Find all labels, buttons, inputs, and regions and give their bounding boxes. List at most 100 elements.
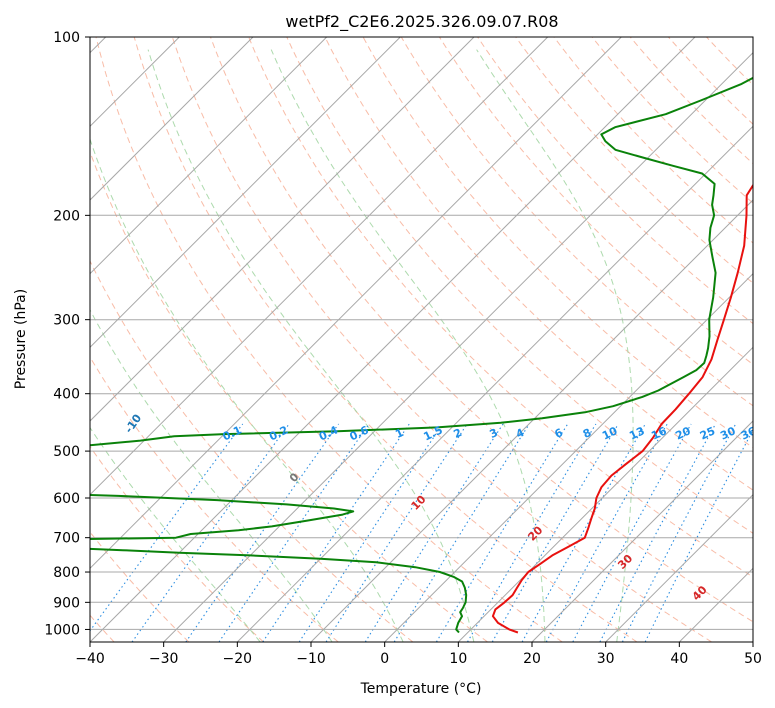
dewpoint-profile-line: [90, 76, 753, 634]
moist-adiabat-label: 40: [690, 583, 710, 603]
moist-adiabat-label: 20: [525, 523, 545, 543]
isotherm-line: [90, 37, 696, 642]
moist-adiabat-label: 10: [409, 492, 429, 512]
isotherm-line: [90, 37, 475, 422]
chart-title: wetPf2_C2E6.2025.326.09.07.R08: [285, 12, 558, 32]
y-tick-label: 900: [53, 595, 80, 611]
mixing-ratio-label: 20: [673, 424, 693, 442]
mixing-ratio-label: 2: [452, 426, 464, 441]
y-tick-label: 500: [53, 444, 80, 460]
isotherm-line: [90, 37, 254, 201]
isotherm-line: [236, 125, 753, 642]
isobars: [90, 37, 753, 630]
x-tick-label: 50: [744, 651, 762, 667]
mixing-ratio-label: 0.4: [317, 423, 340, 443]
dry-adiabat-line: [95, 37, 563, 642]
profiles: [90, 76, 753, 634]
mixing-ratio-line: [545, 423, 668, 642]
y-axis-ticks: 100 200 300 400 500 600 700 800 900 1000: [44, 30, 90, 638]
dry-adiabat-label: -10: [122, 412, 144, 436]
y-tick-label: 100: [53, 30, 80, 46]
mixing-ratio-label: 3: [488, 426, 500, 441]
x-tick-label: −10: [296, 651, 326, 667]
mixing-ratio-line: [298, 423, 444, 642]
mixing-ratio-label: 25: [698, 424, 717, 442]
dry-adiabat-line: [553, 37, 753, 244]
mixing-ratio-label: 0.2: [267, 423, 290, 443]
moist-adiabat-line: [476, 49, 634, 642]
mixing-ratio-line: [435, 423, 569, 642]
dry-adiabat-line: [133, 37, 638, 642]
x-tick-label: 20: [523, 651, 541, 667]
mixing-ratio-line: [325, 423, 468, 642]
isotherm-line: [90, 37, 401, 349]
dry-adiabat-line: [90, 259, 414, 642]
mixing-ratio-line: [90, 423, 244, 632]
y-tick-label: 200: [53, 208, 80, 224]
isotherm-line: [678, 567, 753, 642]
x-tick-label: −20: [223, 651, 253, 667]
y-tick-label: 600: [53, 491, 80, 507]
isotherm-line: [531, 420, 753, 642]
isotherm-line: [752, 641, 753, 642]
x-axis-label: Temperature (°C): [360, 681, 482, 697]
dry-adiabat-line: [324, 37, 753, 491]
isotherm-line: [163, 51, 753, 642]
x-tick-label: 10: [449, 651, 467, 667]
mixing-ratio-line: [218, 423, 370, 642]
dry-adiabat-line: [286, 37, 753, 534]
isotherm-line: [90, 37, 622, 570]
x-tick-label: −40: [75, 651, 105, 667]
mixing-ratio-line: [185, 423, 340, 642]
mixing-ratio-label: 0.1: [221, 423, 244, 443]
moist-adiabat-line: [90, 308, 333, 642]
y-tick-label: 700: [53, 531, 80, 547]
temperature-profile-line: [491, 183, 753, 634]
mixing-ratio-line: [621, 423, 737, 642]
isotherm-line: [310, 199, 753, 642]
dry-adiabat-line: [210, 37, 753, 623]
line-labels: -100-90-80-70-60-50-40-30-20-100.10.20.4…: [122, 412, 759, 604]
y-axis-label: Pressure (hPa): [13, 289, 29, 389]
mixing-ratio-label: 30: [718, 424, 738, 442]
y-tick-label: 400: [53, 387, 80, 403]
moist-adiabats: [90, 49, 634, 642]
mixing-ratio-line: [599, 423, 716, 642]
isotherm-line: [90, 37, 328, 275]
x-axis-ticks: −40 −30 −20 −10 0 10 20 30 40 50: [75, 642, 762, 667]
mixing-ratio-label: 6: [553, 426, 566, 441]
dry-adiabat-line: [171, 37, 712, 642]
moist-adiabat-line: [90, 426, 261, 642]
isotherm-line: [457, 346, 753, 642]
mixing-ratio-label: 13: [627, 424, 646, 442]
dry-adiabat-line: [90, 445, 264, 642]
y-tick-label: 800: [53, 565, 80, 581]
dry-adiabat-line: [248, 37, 753, 578]
mixing-ratio-line: [467, 423, 597, 642]
plot-area: -100-90-80-70-60-50-40-30-20-100.10.20.4…: [90, 37, 759, 642]
dry-adiabat-line: [668, 37, 753, 125]
mixing-ratio-label: 36: [739, 424, 759, 442]
dry-adiabat-line: [90, 150, 488, 642]
mixing-ratio-lines: [90, 423, 753, 642]
x-tick-label: 40: [670, 651, 688, 667]
moist-adiabat-line: [270, 49, 546, 642]
isotherm-line: [90, 37, 549, 496]
mixing-ratio-label: 8: [581, 426, 593, 441]
mixing-ratio-line: [644, 428, 753, 642]
mixing-ratio-line: [131, 423, 290, 642]
x-tick-label: 30: [597, 651, 615, 667]
isotherms: [90, 37, 753, 642]
dry-adiabats: [90, 37, 753, 642]
isotherm-line: [605, 493, 753, 642]
dry-adiabat-line: [591, 37, 753, 204]
moist-adiabat-label: 30: [615, 552, 635, 572]
dry-adiabat-line: [515, 37, 753, 284]
dry-adiabat-line: [438, 37, 753, 366]
mixing-ratio-line: [572, 423, 692, 642]
mixing-ratio-line: [262, 423, 410, 642]
y-tick-label: 300: [53, 313, 80, 329]
x-tick-label: 0: [380, 651, 389, 667]
isotherm-line: [384, 272, 753, 642]
